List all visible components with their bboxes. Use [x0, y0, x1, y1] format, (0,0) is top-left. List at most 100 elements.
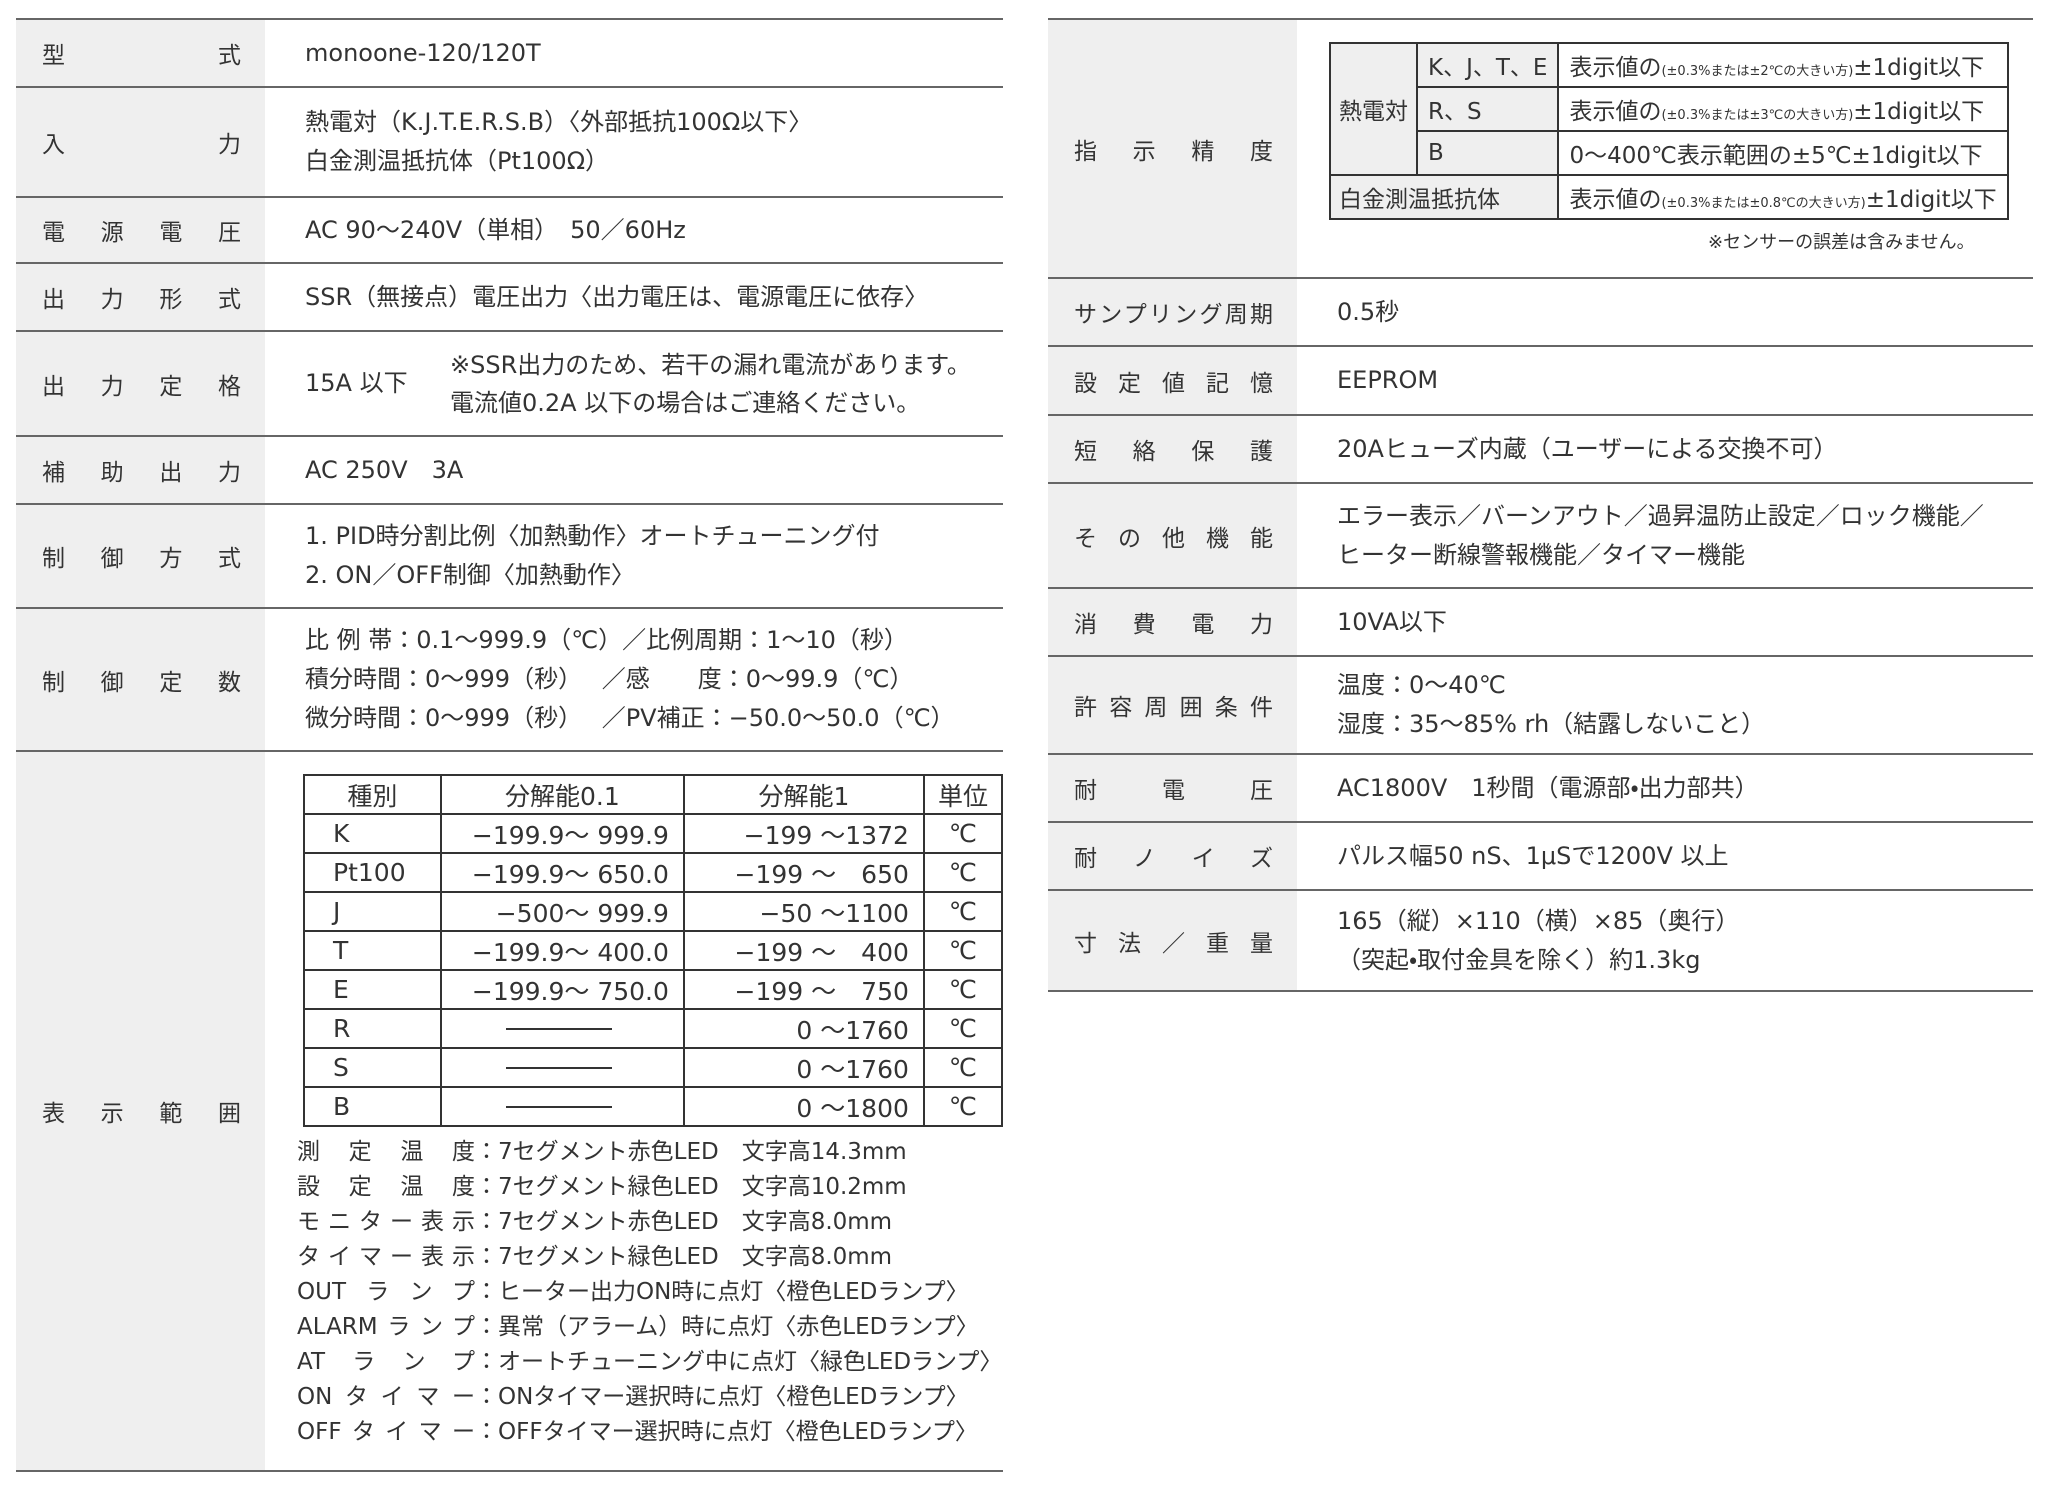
spec-row: 入力 熱電対（K.J.T.E.R.S.B）〈外部抵抗100Ω以下〉 白金測温抵抗体（… — [16, 88, 1003, 198]
range-row: Pt100 −199.9～ 650.0 −199 ～ 650 ℃ — [303, 852, 1004, 893]
spec-label: 消費電力 — [1074, 612, 1275, 638]
spec-line: 白金測温抵抗体（Pt100Ω） — [305, 147, 610, 175]
spec-label: 制御方式 — [42, 546, 243, 572]
spec-label: 補助出力 — [42, 460, 243, 486]
spec-label: 入力 — [42, 132, 243, 158]
spec-label: 表示範囲 — [42, 1101, 243, 1127]
display-item-name: ONタイマー — [297, 1384, 475, 1410]
spec-row: 寸法／重量 165（縦）×110（横）×85（奥行） （突起・取付金具を除く）約1.… — [1048, 891, 2033, 992]
accuracy-type: R、S — [1415, 86, 1560, 132]
spec-line: （突起・取付金具を除く）約1.3kg — [1337, 945, 1701, 974]
spec-value: EEPROM — [1297, 347, 1438, 414]
range-cell: B — [303, 1086, 442, 1127]
spec-line: SSR（無接点）電圧出力〈出力電圧は、電源電圧に依存〉 — [305, 282, 929, 311]
dash-line — [506, 1066, 613, 1069]
range-row: B 0 ～1800 ℃ — [303, 1086, 1004, 1127]
range-header: 種別 分解能0.1 分解能1 単位 — [303, 774, 1004, 815]
spec-label-cell: 短絡保護 — [1048, 416, 1297, 482]
accuracy-group: 白金測温抵抗体 — [1328, 174, 1560, 220]
range-cell: J — [303, 891, 442, 932]
range-cell: ℃ — [922, 969, 1004, 1010]
spec-table-left: 型式 monoone-120/120T 入力 熱電対（K.J.T.E.R.S.B）〈外… — [16, 18, 1004, 1472]
display-item-name: タイマー表示 — [297, 1244, 475, 1270]
display-item-value: ：オートチューニング中に点灯〈緑色LEDランプ〉 — [475, 1349, 1003, 1375]
spec-value: 1. PID時分割比例〈加熱動作〉オートチューニング付 2. ON／OFF制御〈加… — [265, 505, 880, 607]
range-cell: −199.9～ 750.0 — [439, 969, 685, 1010]
spec-label-cell: 入力 — [16, 88, 265, 196]
spec-line: 積分時間：0～999（秒） ／感 度：0～99.9（℃） — [305, 665, 914, 693]
spec-label: 設定値記憶 — [1074, 370, 1275, 397]
spec-line: 0.5秒 — [1337, 297, 1400, 326]
spec-note: ※SSR出力のため、若干の漏れ電流があります。 — [450, 350, 971, 379]
spec-value: 165（縦）×110（横）×85（奥行） （突起・取付金具を除く）約1.3kg — [1297, 891, 1739, 990]
spec-row: 消費電力 10VA以下 — [1048, 589, 2033, 657]
spec-line: AC 250V 3A — [305, 455, 464, 484]
spec-table-right: 指示精度 熱電対 K、J、T、E 表示値の(±0.3%または±2℃の大きい方)±1di… — [1048, 18, 2033, 992]
display-item-name: OFFタイマー — [297, 1419, 475, 1445]
range-cell: ℃ — [922, 813, 1004, 854]
display-item-name: モニター表示 — [297, 1209, 475, 1235]
display-item-value: ：7セグメント赤色LED 文字高14.3mm — [475, 1139, 907, 1165]
spec-label-cell: 電源電圧 — [16, 198, 265, 262]
accuracy-type: B — [1415, 130, 1560, 176]
spec-value: パルス幅50 nS、1μSで1200V 以上 — [1297, 823, 1729, 889]
accuracy-row: 熱電対 K、J、T、E 表示値の(±0.3%または±2℃の大きい方)±1digit以… — [1329, 42, 2009, 176]
spec-value: 15A 以下 ※SSR出力のため、若干の漏れ電流があります。 電流値0.2A 以下の… — [265, 332, 971, 435]
spec-line: monoone-120/120T — [305, 38, 541, 67]
spec-label: 型式 — [42, 43, 243, 69]
spec-line: AC 90～240V（単相） 50／60Hz — [305, 215, 686, 244]
range-table: 種別 分解能0.1 分解能1 単位 K −199.9～ 999.9 −199 ～1372 ℃ P… — [303, 774, 1004, 1127]
range-header-cell: 単位 — [922, 774, 1004, 815]
spec-label-cell: 制御方式 — [16, 505, 265, 607]
display-item-name: ALARMランプ — [297, 1314, 475, 1340]
spec-label-cell: 指示精度 — [1048, 20, 1297, 277]
spec-row: サンプリング周期 0.5秒 — [1048, 279, 2033, 347]
spec-value: 10VA以下 — [1297, 589, 1447, 655]
range-header-cell: 分解能0.1 — [439, 774, 685, 815]
range-cell: −199 ～ 750 — [682, 969, 925, 1010]
display-item-value: ：ヒーター出力ON時に点灯〈橙色LEDランプ〉 — [475, 1279, 969, 1305]
accuracy-row: 白金測温抵抗体 表示値の(±0.3%または±0.8℃の大きい方)±1digit以下 — [1328, 174, 2009, 220]
spec-row: 耐ノイズ パルス幅50 nS、1μSで1200V 以上 — [1048, 823, 2033, 891]
spec-label: 寸法／重量 — [1074, 930, 1275, 957]
accuracy-value: 表示値の(±0.3%または±3℃の大きい方)±1digit以下 — [1557, 86, 2009, 132]
accuracy-text: (±0.3%または±0.8℃の大きい方) — [1661, 196, 1866, 211]
accuracy-text: ±1digit以下 — [1865, 187, 1997, 213]
range-cell: 0 ～1800 — [682, 1086, 925, 1127]
accuracy-note: ※センサーの誤差は含みません。 — [1708, 232, 1975, 253]
spec-note: 電流値0.2A 以下の場合はご連絡ください。 — [450, 388, 921, 417]
range-cell: −199.9～ 400.0 — [439, 930, 685, 971]
spec-line: 微分時間：0～999（秒） ／PV補正：−50.0～50.0（℃） — [305, 704, 955, 732]
spec-row: 補助出力 AC 250V 3A — [16, 437, 1003, 505]
display-item: モニター表示 ：7セグメント赤色LED 文字高8.0mm — [297, 1205, 1003, 1240]
accuracy-value: 表示値の(±0.3%または±2℃の大きい方)±1digit以下 — [1557, 42, 2009, 88]
spec-value: AC 90～240V（単相） 50／60Hz — [265, 198, 686, 262]
spec-label-cell: 設定値記憶 — [1048, 347, 1297, 414]
range-cell: Pt100 — [303, 852, 442, 893]
range-cell: R — [303, 1008, 442, 1049]
spec-label-cell: 制御定数 — [16, 609, 265, 750]
accuracy-type: K、J、T、E — [1415, 42, 1560, 88]
spec-row: 耐電圧 AC1800V 1秒間（電源部・出力部共） — [1048, 755, 2033, 823]
display-item-name: OUTランプ — [297, 1279, 475, 1305]
spec-line: 165（縦）×110（横）×85（奥行） — [1337, 906, 1740, 935]
spec-line: パルス幅50 nS、1μSで1200V 以上 — [1337, 841, 1729, 870]
range-cell: S — [303, 1047, 442, 1088]
accuracy-text: 表示値の — [1569, 99, 1662, 125]
spec-label-cell: 耐電圧 — [1048, 755, 1297, 821]
display-item: 設定温度 ：7セグメント緑色LED 文字高10.2mm — [297, 1170, 1003, 1205]
spec-row: 表示範囲 種別 分解能0.1 分解能1 単位 K −199.9～ 999.9 −199 ～13… — [16, 752, 1004, 1472]
spec-line: 温度：0～40℃ — [1337, 671, 1506, 699]
display-item-value: ：7セグメント緑色LED 文字高8.0mm — [475, 1244, 893, 1270]
accuracy-text: ±1digit以下 — [1853, 99, 1985, 125]
range-cell: K — [303, 813, 442, 854]
range-cell: −500～ 999.9 — [439, 891, 685, 932]
spec-value: AC1800V 1秒間（電源部・出力部共） — [1297, 755, 1759, 821]
spec-label: 耐ノイズ — [1074, 846, 1275, 872]
spec-row: 出力形式 SSR（無接点）電圧出力〈出力電圧は、電源電圧に依存〉 — [16, 264, 1003, 332]
spec-label: 制御定数 — [42, 669, 243, 696]
spec-line: 20Aヒューズ内蔵（ユーザーによる交換不可） — [1337, 434, 1838, 463]
range-cell: −199 ～ 400 — [682, 930, 925, 971]
accuracy-text: (±0.3%または±3℃の大きい方) — [1661, 108, 1854, 123]
range-cell: −50 ～1100 — [682, 891, 925, 932]
